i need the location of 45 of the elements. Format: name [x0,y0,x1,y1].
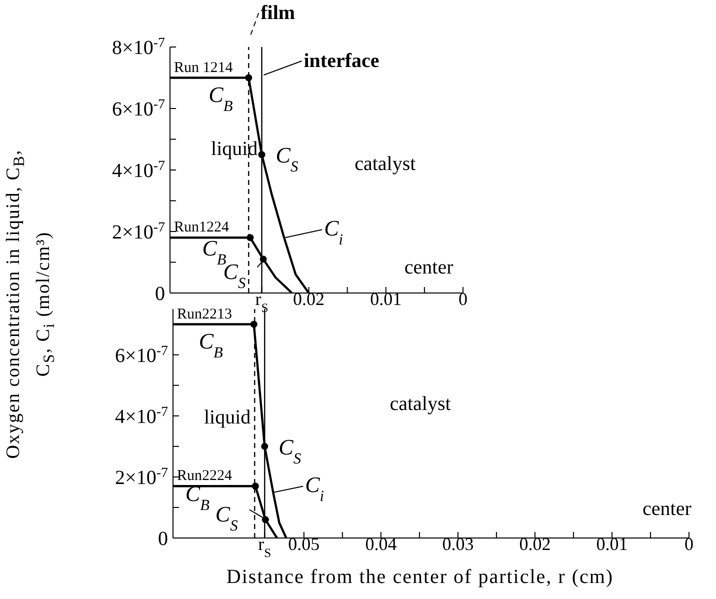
y-tick-label: 6×10$^{-7}$ [115,343,168,367]
y-tick-label: 4×10$^{-7}$ [112,158,165,182]
x-tick-label: 0.01 [596,534,628,554]
x-tick-label: 0.04 [365,534,397,554]
annotation: liquid [211,138,258,160]
x-axis-title: Distance from the center of particle, r (cm) [225,566,615,589]
annotation: catalyst [390,392,452,415]
y-tick-label: 4×10$^{-7}$ [115,404,168,428]
x-tick-label: 0.02 [293,289,325,309]
point [246,234,254,242]
point [258,151,266,158]
x-tick-label: 0 [684,534,694,554]
x-tick-label: r$_{S}$ [255,289,268,315]
x-tick-label: 0.01 [370,289,402,309]
x-tick-label: 0.02 [519,534,551,554]
annotation: C$_{S}$ [215,502,238,534]
legend-label: film [260,2,296,24]
x-tick-label: 0.03 [442,534,474,554]
series-label: Run 1214 [174,60,234,76]
x-tick-label: r$_{S}$ [258,534,272,560]
point [261,442,268,450]
annotation: C$_{B}$ [198,328,224,361]
annotation: C$_{i}$ [305,472,324,505]
ref-line-label: interface [304,50,380,72]
y-tick-label: 8×10$^{-7}$ [112,36,165,59]
point [252,482,259,490]
series-label: Run2213 [177,306,232,322]
annotation: center [642,498,692,520]
series-label: Run1224 [174,220,230,236]
x-tick-label: 0.05 [288,534,320,554]
x-tick-label: 0 [458,289,468,309]
annotation: center [404,256,454,278]
annotation: C$_{i}$ [324,216,344,248]
annotation: liquid [204,406,251,428]
y-tick-label: 2×10$^{-7}$ [115,465,168,489]
point [245,74,252,82]
annotation: C$_{S}$ [278,434,302,467]
y-tick-label: 2×10$^{-7}$ [112,220,165,244]
annotation: catalyst [354,153,416,175]
y-tick-label: 6×10$^{-7}$ [112,97,165,120]
series-label: Run2224 [177,468,233,484]
annotation: C$_{B}$ [202,236,227,268]
annotation: C$_{B}$ [208,82,234,114]
annotation: C$_{S}$ [276,142,298,176]
point [250,320,258,328]
